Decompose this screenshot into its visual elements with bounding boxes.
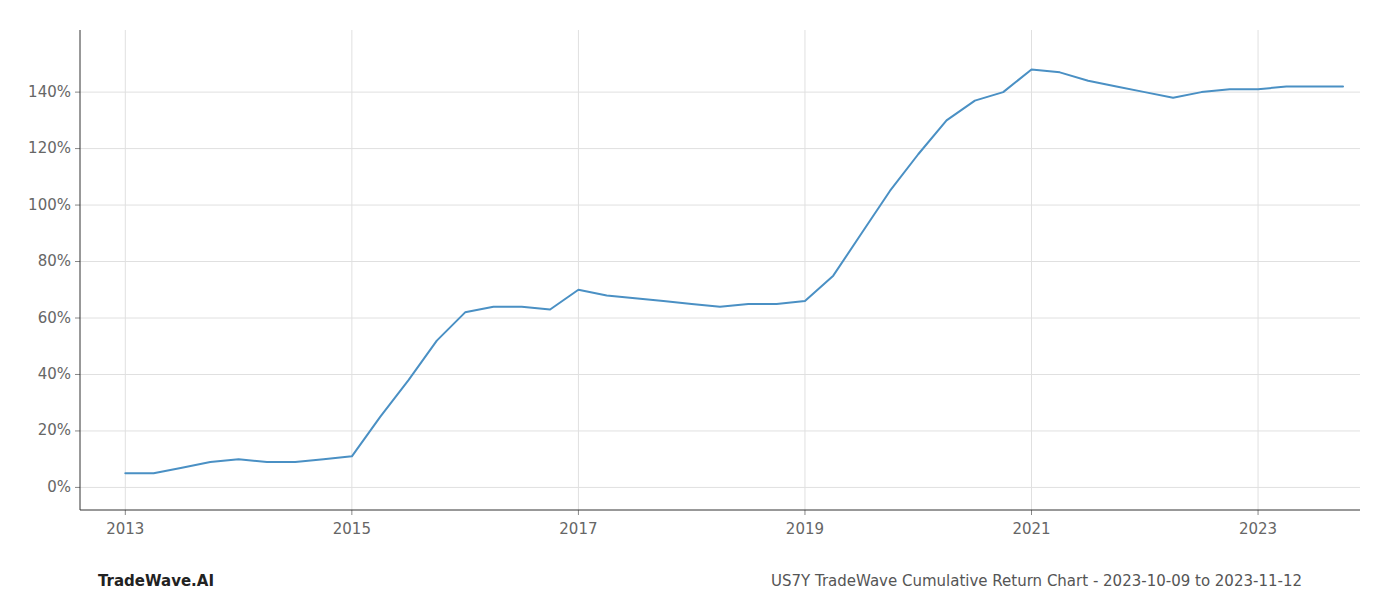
tick-mark xyxy=(75,148,80,149)
tick-label: 2017 xyxy=(559,520,597,538)
grid-line xyxy=(1031,30,1032,510)
tick-mark xyxy=(75,92,80,93)
tick-label: 100% xyxy=(28,196,71,214)
grid-line xyxy=(80,148,1360,149)
tick-mark xyxy=(75,430,80,431)
chart: 0% 20% 40% 60% 80% 100% 120% 140% 2013 2015 2017 20… xyxy=(0,0,1400,600)
grid-line xyxy=(1258,30,1259,510)
tick-label: 120% xyxy=(28,139,71,157)
tick-mark xyxy=(75,487,80,488)
grid-line xyxy=(80,92,1360,93)
tick-label: 140% xyxy=(28,83,71,101)
tick-mark xyxy=(804,510,805,515)
footer-left: TradeWave.AI xyxy=(98,572,214,590)
tick-mark xyxy=(1258,510,1259,515)
y-axis-line xyxy=(80,30,81,510)
tick-mark xyxy=(75,374,80,375)
tick-mark xyxy=(578,510,579,515)
tick-mark xyxy=(351,510,352,515)
grid-line xyxy=(351,30,352,510)
grid-line xyxy=(804,30,805,510)
tick-label: 20% xyxy=(38,421,71,439)
grid-line xyxy=(80,261,1360,262)
tick-label: 2015 xyxy=(333,520,371,538)
tick-label: 2019 xyxy=(786,520,824,538)
tick-label: 0% xyxy=(47,478,71,496)
grid-line xyxy=(125,30,126,510)
tick-mark xyxy=(1031,510,1032,515)
tick-mark xyxy=(75,318,80,319)
tick-mark xyxy=(75,261,80,262)
grid-line xyxy=(80,318,1360,319)
tick-label: 2021 xyxy=(1012,520,1050,538)
grid-line xyxy=(80,430,1360,431)
axes: 0% 20% 40% 60% 80% 100% 120% 140% 2013 2015 2017 20… xyxy=(28,30,1360,538)
footer-right: US7Y TradeWave Cumulative Return Chart -… xyxy=(771,572,1302,590)
tick-label: 60% xyxy=(38,309,71,327)
tick-label: 2023 xyxy=(1239,520,1277,538)
tick-mark xyxy=(75,205,80,206)
grid-line xyxy=(80,487,1360,488)
line xyxy=(125,70,1343,474)
plot-area xyxy=(125,70,1343,474)
x-axis-line xyxy=(80,510,1360,511)
tick-label: 80% xyxy=(38,252,71,270)
grid-line xyxy=(80,374,1360,375)
tick-label: 40% xyxy=(38,365,71,383)
tick-mark xyxy=(125,510,126,515)
grid-line xyxy=(80,205,1360,206)
grid-line xyxy=(578,30,579,510)
grid xyxy=(80,30,1360,510)
tick-label: 2013 xyxy=(106,520,144,538)
